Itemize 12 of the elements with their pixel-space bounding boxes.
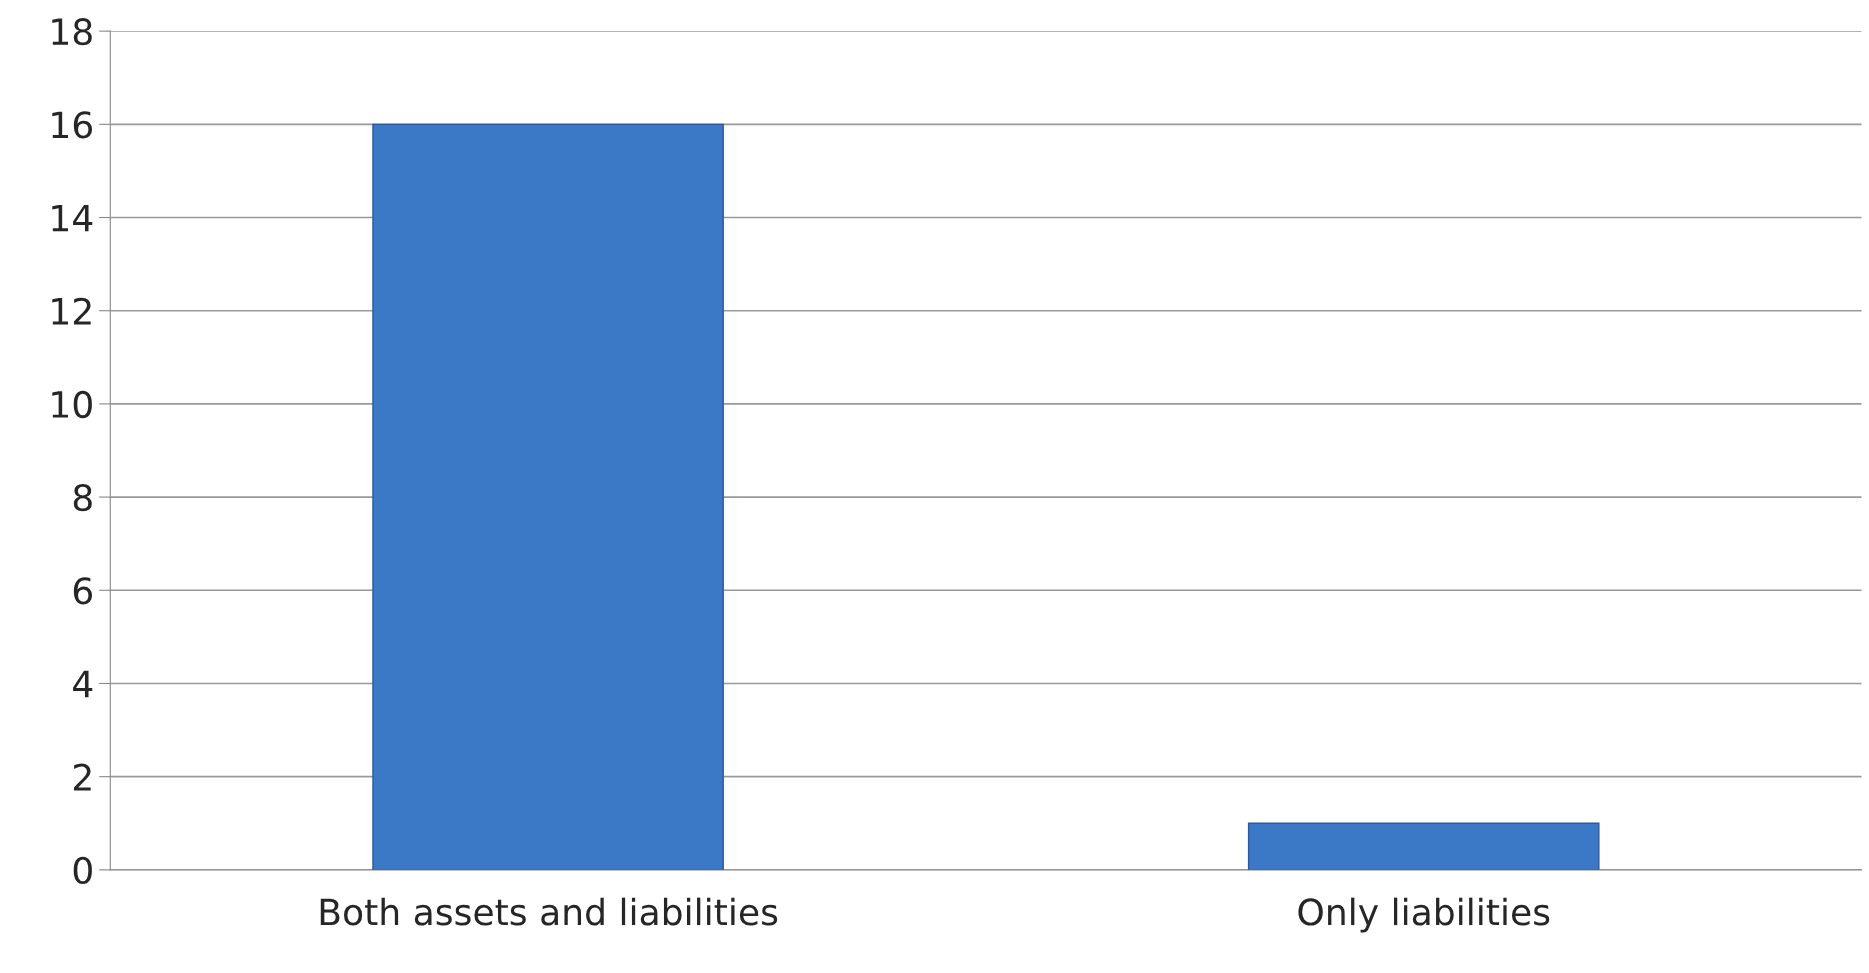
y-tick-label: 18: [52, 18, 92, 46]
y-tick-label: 0: [73, 856, 92, 885]
y-tick-label: 8: [73, 484, 92, 512]
y-tick-label: 10: [52, 390, 92, 419]
x-tick-label: Both assets and liabilities: [320, 897, 778, 926]
y-tick-label: 14: [52, 204, 93, 232]
y-tick-label: 16: [52, 111, 93, 139]
y-tick-label: 12: [52, 297, 91, 325]
y-tick-label: 2: [73, 763, 91, 791]
x-tick-label: Only liabilities: [1298, 897, 1550, 933]
y-tick-label: 6: [73, 577, 93, 605]
y-tick-label: 4: [73, 670, 93, 698]
